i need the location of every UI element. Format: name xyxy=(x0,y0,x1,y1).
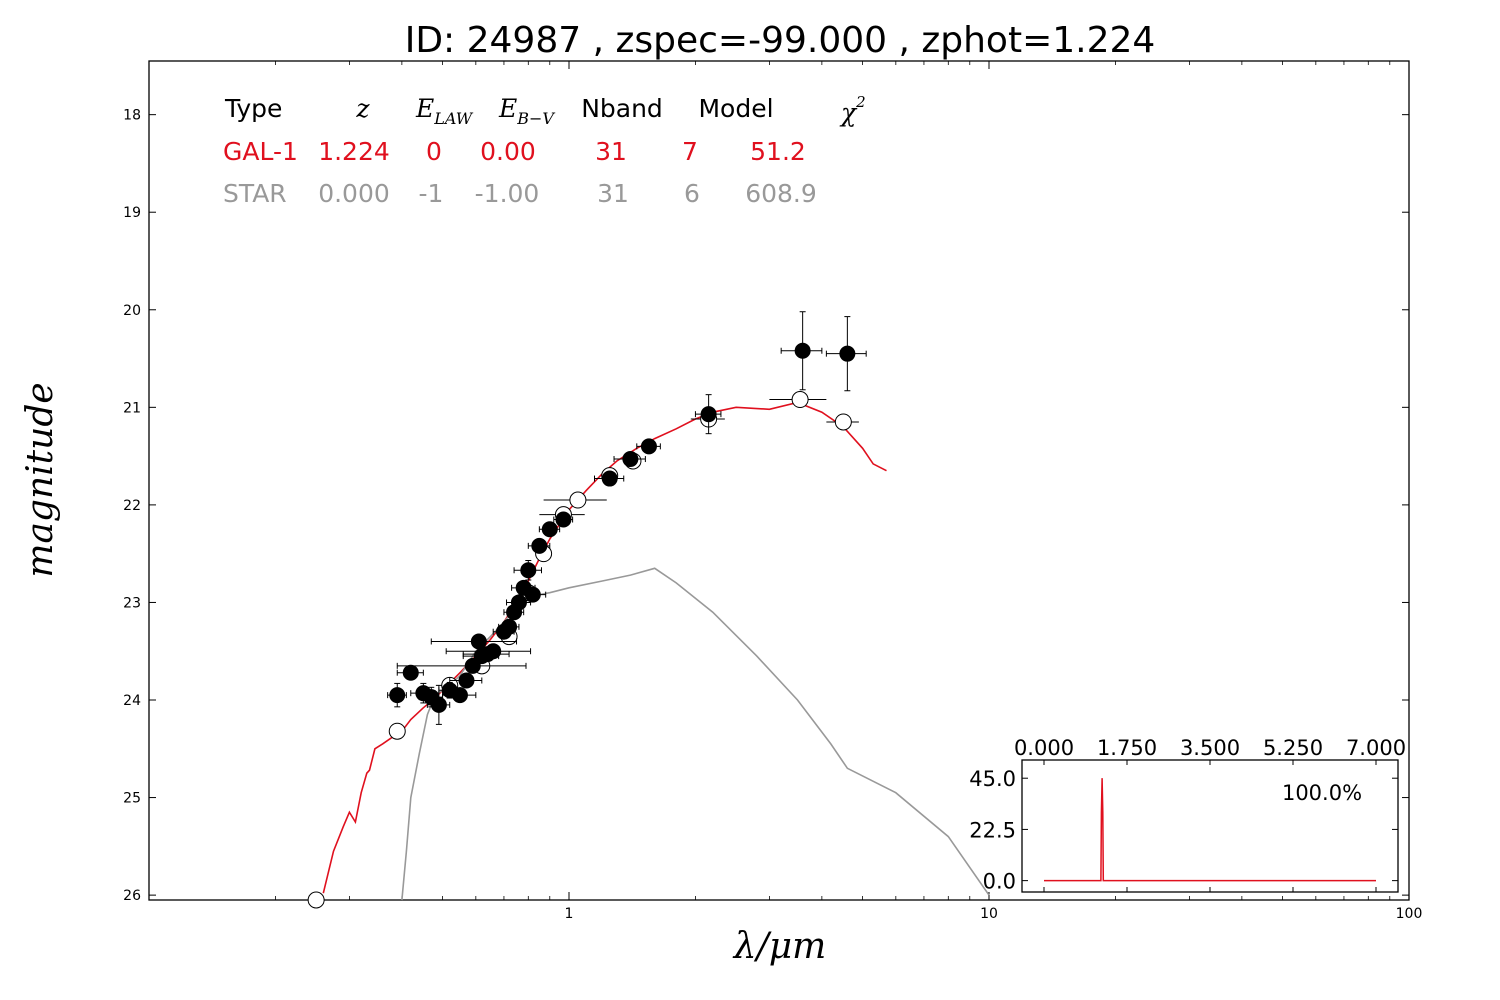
legend-header-elaw: ELAW xyxy=(415,94,474,128)
pdf-curve xyxy=(1044,778,1376,882)
obs-point xyxy=(622,451,639,468)
inset-x-tick-label: 5.250 xyxy=(1263,736,1323,760)
model-point xyxy=(834,413,852,431)
y-axis-label: magnitude xyxy=(20,382,61,577)
legend-gal-elaw: 0 xyxy=(426,137,442,166)
legend-header-chi2-sup: 2 xyxy=(855,93,866,111)
legend-header-chi2: χ2 xyxy=(839,93,866,127)
legend-gal-z: 1.224 xyxy=(318,137,390,166)
legend-gal-ebv: 0.00 xyxy=(480,137,536,166)
legend-header-elaw-sub: LAW xyxy=(433,109,474,128)
obs-point xyxy=(794,342,811,359)
inset-axis-ticks: 0.000 1.750 3.500 5.250 7.000 0.0 22.5 45.0 xyxy=(969,736,1406,894)
obs-point xyxy=(524,586,541,603)
inset-y-tick-label: 45.0 xyxy=(969,767,1016,791)
model-point xyxy=(569,491,587,509)
photometry-points xyxy=(307,311,867,909)
obs-point xyxy=(640,438,657,455)
inset-y-tick-label: 22.5 xyxy=(969,818,1016,842)
legend-gal-type: GAL-1 xyxy=(223,137,298,166)
model-point xyxy=(791,391,809,409)
legend-header-ebv: EB−V xyxy=(498,94,555,128)
model-spectra xyxy=(322,401,990,901)
x-tick-label: 1 xyxy=(565,906,574,922)
legend-star-nband: 31 xyxy=(597,179,629,208)
main-plot-frame xyxy=(148,60,1410,901)
legend-row-gal: GAL-1 1.224 0 0.00 31 7 51.2 xyxy=(223,137,806,166)
legend-header-chi2-main: χ xyxy=(839,98,858,127)
obs-point xyxy=(464,657,481,674)
legend-header-model: Model xyxy=(698,94,773,123)
y-tick-label: 23 xyxy=(123,595,141,611)
legend-star-type: STAR xyxy=(223,179,287,208)
legend-star-model: 6 xyxy=(684,179,700,208)
legend-gal-model: 7 xyxy=(682,137,698,166)
obs-point xyxy=(389,687,406,704)
model-point xyxy=(388,722,406,740)
inset-x-tick-label: 0.000 xyxy=(1014,736,1074,760)
model-point xyxy=(307,891,325,909)
legend-header-ebv-main: E xyxy=(498,94,517,123)
inset-y-tick-label: 0.0 xyxy=(983,870,1016,894)
obs-point xyxy=(501,618,518,635)
x-axis-label: λ/μm xyxy=(732,926,826,967)
legend-star-elaw: -1 xyxy=(419,179,444,208)
y-tick-label: 18 xyxy=(123,108,141,124)
inset-percentage: 100.0% xyxy=(1282,781,1362,805)
inset-frame xyxy=(1021,759,1399,893)
y-tick-label: 20 xyxy=(123,303,141,319)
legend-header-type: Type xyxy=(224,94,282,123)
y-tick-label: 24 xyxy=(123,693,141,709)
obs-point xyxy=(700,406,717,423)
obs-point xyxy=(520,562,537,579)
y-tick-label: 26 xyxy=(123,888,141,904)
legend-header-elaw-main: E xyxy=(415,94,434,123)
legend-star-chi2: 608.9 xyxy=(745,179,817,208)
legend-header-z: z xyxy=(355,94,370,123)
obs-point xyxy=(541,521,558,538)
obs-point xyxy=(485,643,502,660)
legend-row-star: STAR 0.000 -1 -1.00 31 6 608.9 xyxy=(223,179,817,208)
y-tick-label: 19 xyxy=(123,205,141,221)
obs-point xyxy=(839,345,856,362)
x-tick-label: 10 xyxy=(980,906,998,922)
legend-header-ebv-sub: B−V xyxy=(516,109,555,128)
x-tick-label: 100 xyxy=(1396,906,1423,922)
y-tick-label: 25 xyxy=(123,791,141,807)
obs-point xyxy=(458,672,475,689)
inset-x-tick-label: 7.000 xyxy=(1346,736,1406,760)
obs-point xyxy=(451,687,468,704)
legend-gal-nband: 31 xyxy=(595,137,627,166)
obs-point xyxy=(402,664,419,681)
obs-point xyxy=(430,696,447,713)
legend-star-ebv: -1.00 xyxy=(475,179,540,208)
legend-gal-chi2: 51.2 xyxy=(750,137,806,166)
inset-x-tick-label: 1.750 xyxy=(1097,736,1157,760)
legend-star-z: 0.000 xyxy=(318,179,390,208)
obs-point xyxy=(601,470,618,487)
y-tick-label: 22 xyxy=(123,498,141,514)
obs-point xyxy=(470,633,487,650)
obs-point xyxy=(555,511,572,528)
chart-title: ID: 24987 , zspec=-99.000 , zphot=1.224 xyxy=(405,20,1156,61)
legend-header-nband: Nband xyxy=(581,94,663,123)
obs-point xyxy=(531,537,548,554)
fit-legend-table: Type z ELAW EB−V Nband Model χ2 GAL-1 1.… xyxy=(223,93,866,208)
spectrum-star xyxy=(401,567,990,901)
inset-pdf-curve xyxy=(1044,778,1376,882)
redshift-pdf-inset: 0.000 1.750 3.500 5.250 7.000 0.0 22.5 45.0 100… xyxy=(969,736,1406,894)
inset-x-tick-label: 3.500 xyxy=(1180,736,1240,760)
y-tick-label: 21 xyxy=(123,400,141,416)
